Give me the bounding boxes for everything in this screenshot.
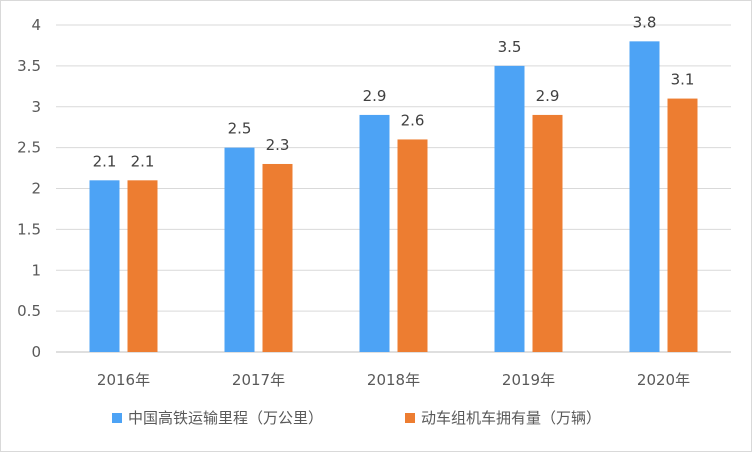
x-axis-ticks: 2016年 2017年 2018年 2019年 2020年 xyxy=(97,371,690,389)
data-label: 2.3 xyxy=(266,136,290,154)
y-tick-label: 0 xyxy=(31,343,41,361)
bar-series-1 xyxy=(494,65,525,352)
x-tick-label: 2016年 xyxy=(97,371,150,389)
legend-swatch xyxy=(405,413,415,423)
data-label: 3.5 xyxy=(498,38,522,56)
bars xyxy=(89,41,698,352)
legend-label: 动车组机车拥有量（万辆） xyxy=(421,409,601,427)
data-label: 2.6 xyxy=(401,111,425,129)
bar-series-2 xyxy=(397,139,428,352)
data-label: 2.1 xyxy=(93,152,117,170)
data-label: 3.1 xyxy=(671,71,695,89)
bar-series-2 xyxy=(667,98,698,352)
bar-series-2 xyxy=(532,114,563,352)
bar-series-1 xyxy=(629,41,660,352)
y-tick-label: 3.5 xyxy=(17,57,41,75)
x-tick-label: 2018年 xyxy=(367,371,420,389)
data-label: 2.9 xyxy=(536,87,560,105)
y-tick-label: 1 xyxy=(31,261,41,279)
y-axis-ticks: 0 0.5 1 1.5 2 2.5 3 3.5 4 xyxy=(17,16,41,361)
legend-swatch xyxy=(112,413,122,423)
y-tick-label: 2 xyxy=(31,180,41,198)
x-tick-label: 2020年 xyxy=(637,371,690,389)
legend-label: 中国高铁运输里程（万公里） xyxy=(128,409,323,427)
data-label: 2.5 xyxy=(228,120,252,138)
data-label: 2.1 xyxy=(131,152,155,170)
x-tick-label: 2019年 xyxy=(502,371,555,389)
bar-series-1 xyxy=(89,180,120,352)
y-tick-label: 4 xyxy=(31,16,41,34)
bar-series-2 xyxy=(127,180,158,352)
y-tick-label: 3 xyxy=(31,98,41,116)
bar-series-1 xyxy=(224,147,255,352)
y-tick-label: 1.5 xyxy=(17,220,41,238)
bar-series-1 xyxy=(359,114,390,352)
data-label: 2.9 xyxy=(363,87,387,105)
gridlines xyxy=(56,24,731,353)
x-tick-label: 2017年 xyxy=(232,371,285,389)
data-label: 3.8 xyxy=(633,13,657,31)
legend: 中国高铁运输里程（万公里） 动车组机车拥有量（万辆） xyxy=(112,409,601,427)
y-tick-label: 0.5 xyxy=(17,302,41,320)
y-tick-label: 2.5 xyxy=(17,139,41,157)
data-labels: 2.1 2.1 2.5 2.3 2.9 2.6 3.5 2.9 3.8 3.1 xyxy=(93,13,695,170)
bar-series-2 xyxy=(262,163,293,352)
